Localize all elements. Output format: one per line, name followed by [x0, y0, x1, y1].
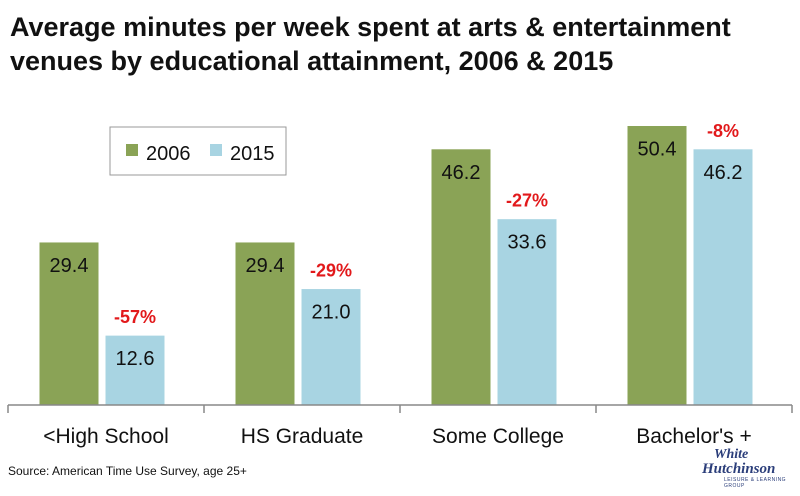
bar-2015-3: [692, 148, 754, 406]
source-note: Source: American Time Use Survey, age 25…: [8, 464, 247, 478]
logo-line2: Hutchinson: [702, 461, 776, 477]
change-label-3: -8%: [707, 121, 739, 141]
legend-swatch-2015: [210, 144, 222, 156]
legend-label-2006: 2006: [146, 143, 191, 165]
data-label-2015-3: 46.2: [704, 162, 743, 184]
category-label-0: <High School: [43, 425, 169, 448]
chart-title: Average minutes per week spent at arts &…: [10, 10, 790, 78]
data-label-2006-2: 46.2: [442, 162, 481, 184]
chart-title-line2: venues by educational attainment, 2006 &…: [10, 46, 614, 76]
bar-2015-1: [300, 288, 362, 406]
bar-2006-1: [234, 241, 296, 406]
data-label-2006-3: 50.4: [638, 139, 677, 161]
bar-2006-3: [626, 125, 688, 406]
legend-border: [109, 126, 287, 176]
category-label-1: HS Graduate: [241, 425, 364, 448]
legend: 2006 2015: [109, 126, 287, 176]
legend-label-2015: 2015: [230, 143, 275, 165]
data-label-2006-0: 29.4: [50, 255, 89, 277]
bar-2006-2: [430, 148, 492, 406]
bar-2015-0: [104, 334, 166, 406]
white-hutchinson-logo: White Hutchinson LEISURE & LEARNING GROU…: [702, 448, 794, 492]
data-label-2015-0: 12.6: [116, 348, 155, 370]
bar-2015-2: [496, 218, 558, 406]
category-label-2: Some College: [432, 425, 564, 448]
category-label-3: Bachelor's +: [636, 425, 752, 448]
change-label-2: -27%: [506, 191, 548, 211]
change-label-1: -29%: [310, 261, 352, 281]
logo-tagline: LEISURE & LEARNING GROUP: [724, 477, 787, 489]
change-label-0: -57%: [114, 307, 156, 327]
data-label-2015-2: 33.6: [508, 232, 547, 254]
chart-title-line1: Average minutes per week spent at arts &…: [10, 12, 731, 42]
logo-line1: White: [714, 447, 749, 462]
data-label-2006-1: 29.4: [246, 255, 285, 277]
legend-swatch-2006: [126, 144, 138, 156]
data-label-2015-1: 21.0: [312, 302, 351, 324]
